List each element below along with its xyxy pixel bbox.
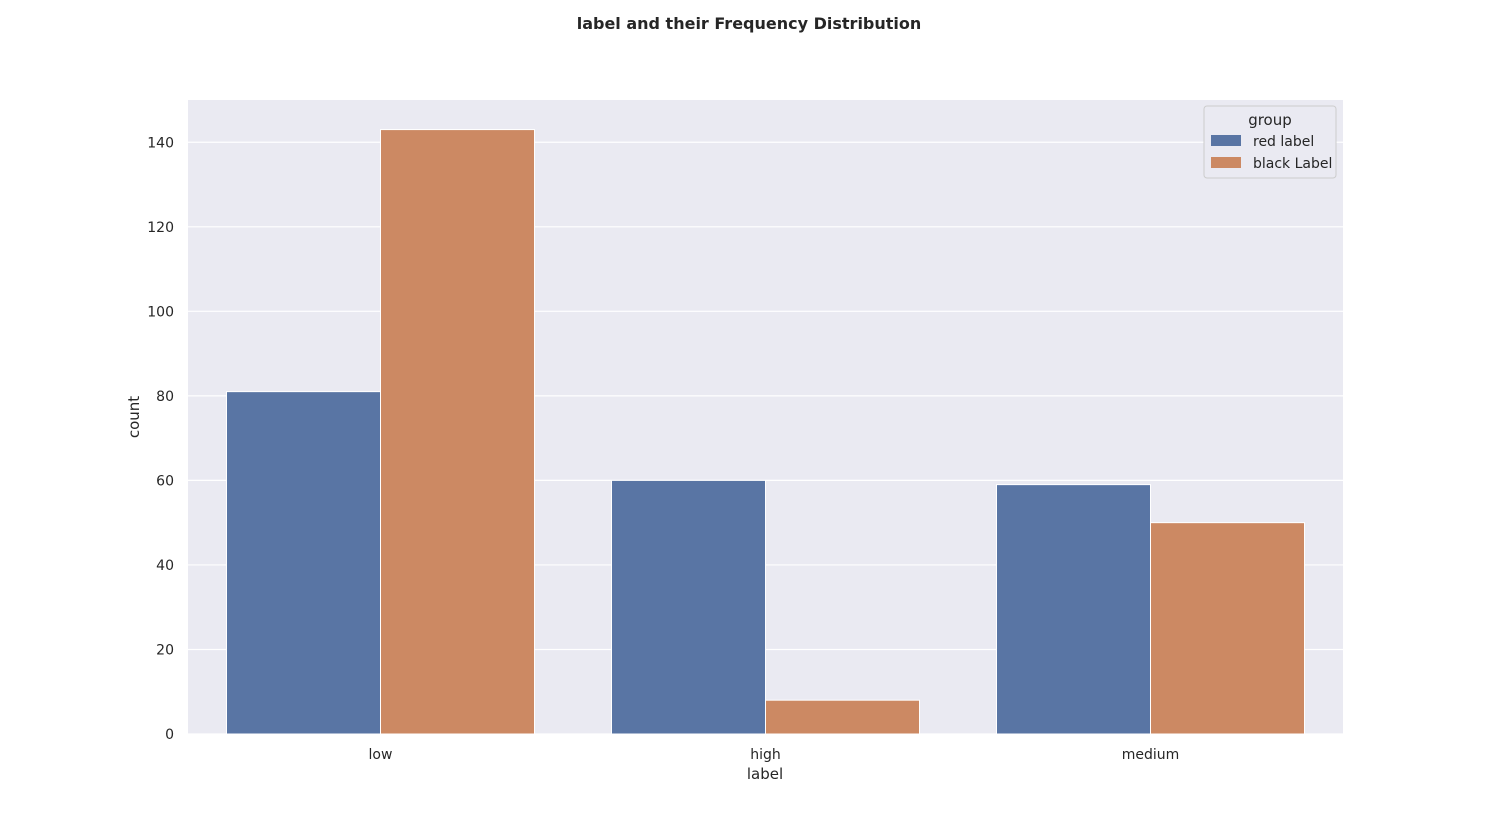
y-tick-label: 80: [156, 389, 174, 405]
y-tick-label: 100: [147, 304, 174, 320]
y-tick-label: 120: [147, 220, 174, 236]
x-tick-label: low: [369, 747, 393, 763]
y-tick-label: 20: [156, 642, 174, 658]
x-axis-label: label: [747, 765, 783, 783]
legend-swatch: [1211, 135, 1241, 146]
x-tick-label: medium: [1122, 747, 1180, 763]
legend-entries: red label black Label: [1211, 134, 1332, 172]
legend-label: black Label: [1253, 156, 1332, 172]
bar: [226, 391, 381, 735]
y-tick-label: 0: [165, 727, 174, 743]
bar: [765, 699, 920, 735]
y-tick-label: 60: [156, 473, 174, 489]
bar: [996, 484, 1151, 735]
y-tick-label: 40: [156, 558, 174, 574]
chart-title: label and their Frequency Distribution: [577, 14, 922, 33]
y-tick-label: 140: [147, 135, 174, 151]
bar: [611, 479, 766, 735]
x-tick-label: high: [750, 747, 781, 763]
bars: [226, 129, 1305, 735]
y-axis-ticks: 0 20 40 60 80 100 120 140: [147, 135, 174, 743]
legend-label: red label: [1253, 134, 1314, 150]
bar: [1150, 522, 1305, 735]
x-axis-ticks: low high medium: [369, 747, 1180, 763]
bar: [380, 129, 535, 735]
legend-swatch: [1211, 157, 1241, 168]
legend-title: group: [1248, 111, 1292, 129]
legend: group red label black Label: [1203, 105, 1337, 179]
y-axis-label: count: [125, 396, 143, 438]
